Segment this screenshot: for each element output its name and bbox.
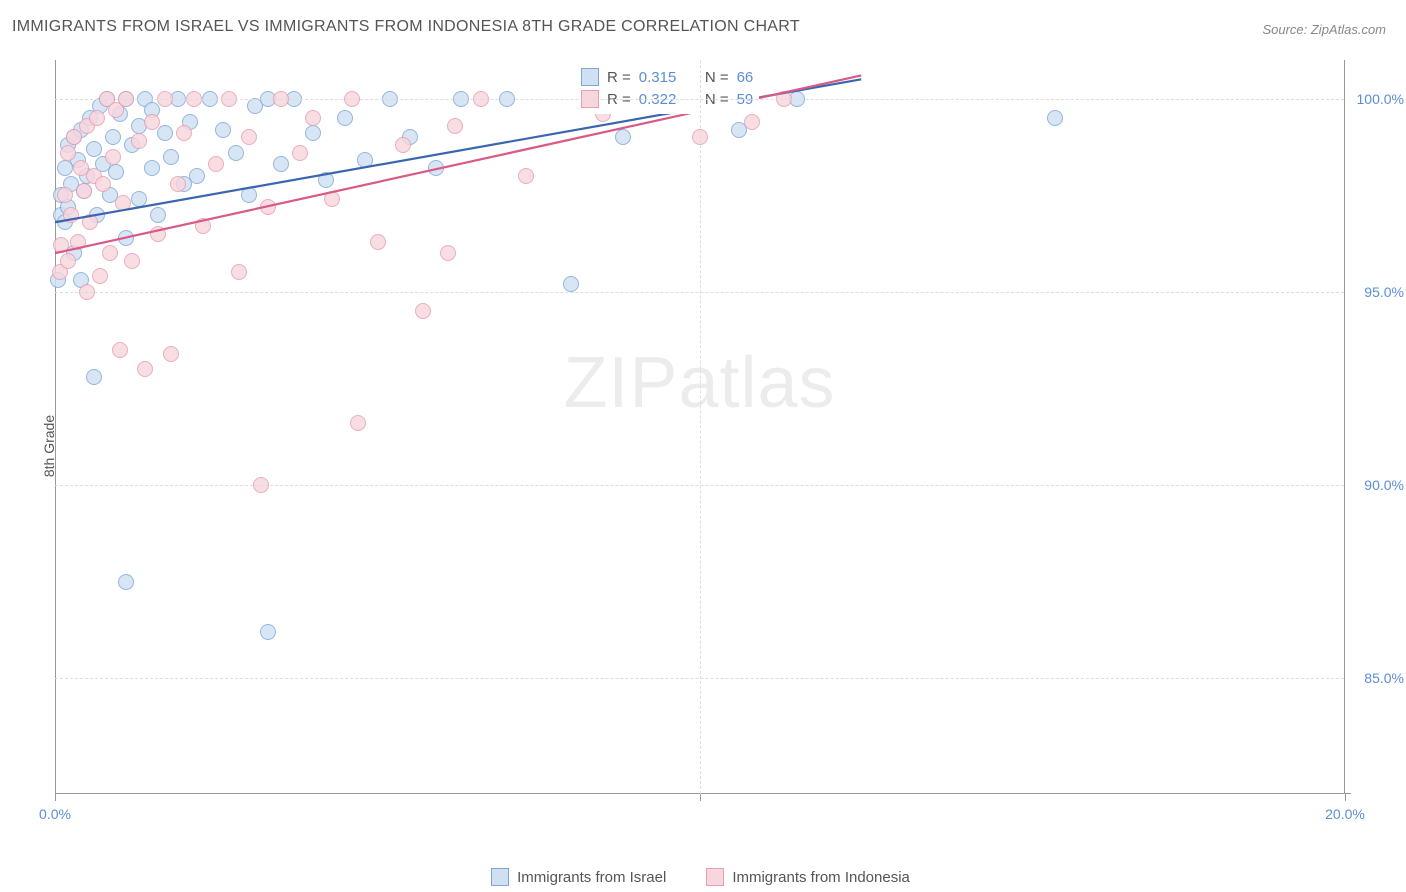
legend-label-israel: Immigrants from Israel: [517, 869, 666, 886]
gridline-v: [700, 60, 701, 794]
y-tick-label: 90.0%: [1354, 477, 1404, 493]
stats-n-value: 66: [737, 69, 754, 86]
stats-n-prefix: N =: [705, 69, 729, 86]
x-tick-label: 0.0%: [39, 806, 71, 822]
plot-area: ZIPatlas R = 0.315 N = 66R = 0.322 N = 5…: [55, 60, 1345, 794]
x-tick-label: 20.0%: [1325, 806, 1365, 822]
legend: Immigrants from Israel Immigrants from I…: [55, 868, 1346, 886]
correlation-stats-box: R = 0.315 N = 66R = 0.322 N = 59: [575, 62, 759, 114]
chart-container: IMMIGRANTS FROM ISRAEL VS IMMIGRANTS FRO…: [0, 0, 1406, 892]
stats-row: R = 0.315 N = 66: [581, 66, 753, 88]
y-tick-label: 100.0%: [1354, 91, 1404, 107]
y-tick-label: 95.0%: [1354, 284, 1404, 300]
x-tick-mark: [700, 794, 701, 801]
x-tick-mark: [1345, 794, 1346, 801]
chart-title: IMMIGRANTS FROM ISRAEL VS IMMIGRANTS FRO…: [12, 18, 800, 36]
legend-item-indonesia: Immigrants from Indonesia: [706, 868, 910, 886]
x-tick-mark: [55, 794, 56, 801]
stats-r-prefix: R =: [607, 69, 631, 86]
legend-swatch-indonesia: [706, 868, 724, 886]
source-attribution: Source: ZipAtlas.com: [1262, 22, 1386, 37]
y-tick-label: 85.0%: [1354, 670, 1404, 686]
legend-item-israel: Immigrants from Israel: [491, 868, 666, 886]
legend-swatch-israel: [491, 868, 509, 886]
legend-label-indonesia: Immigrants from Indonesia: [732, 869, 910, 886]
stats-r-value: 0.315: [639, 69, 677, 86]
stats-swatch: [581, 68, 599, 86]
